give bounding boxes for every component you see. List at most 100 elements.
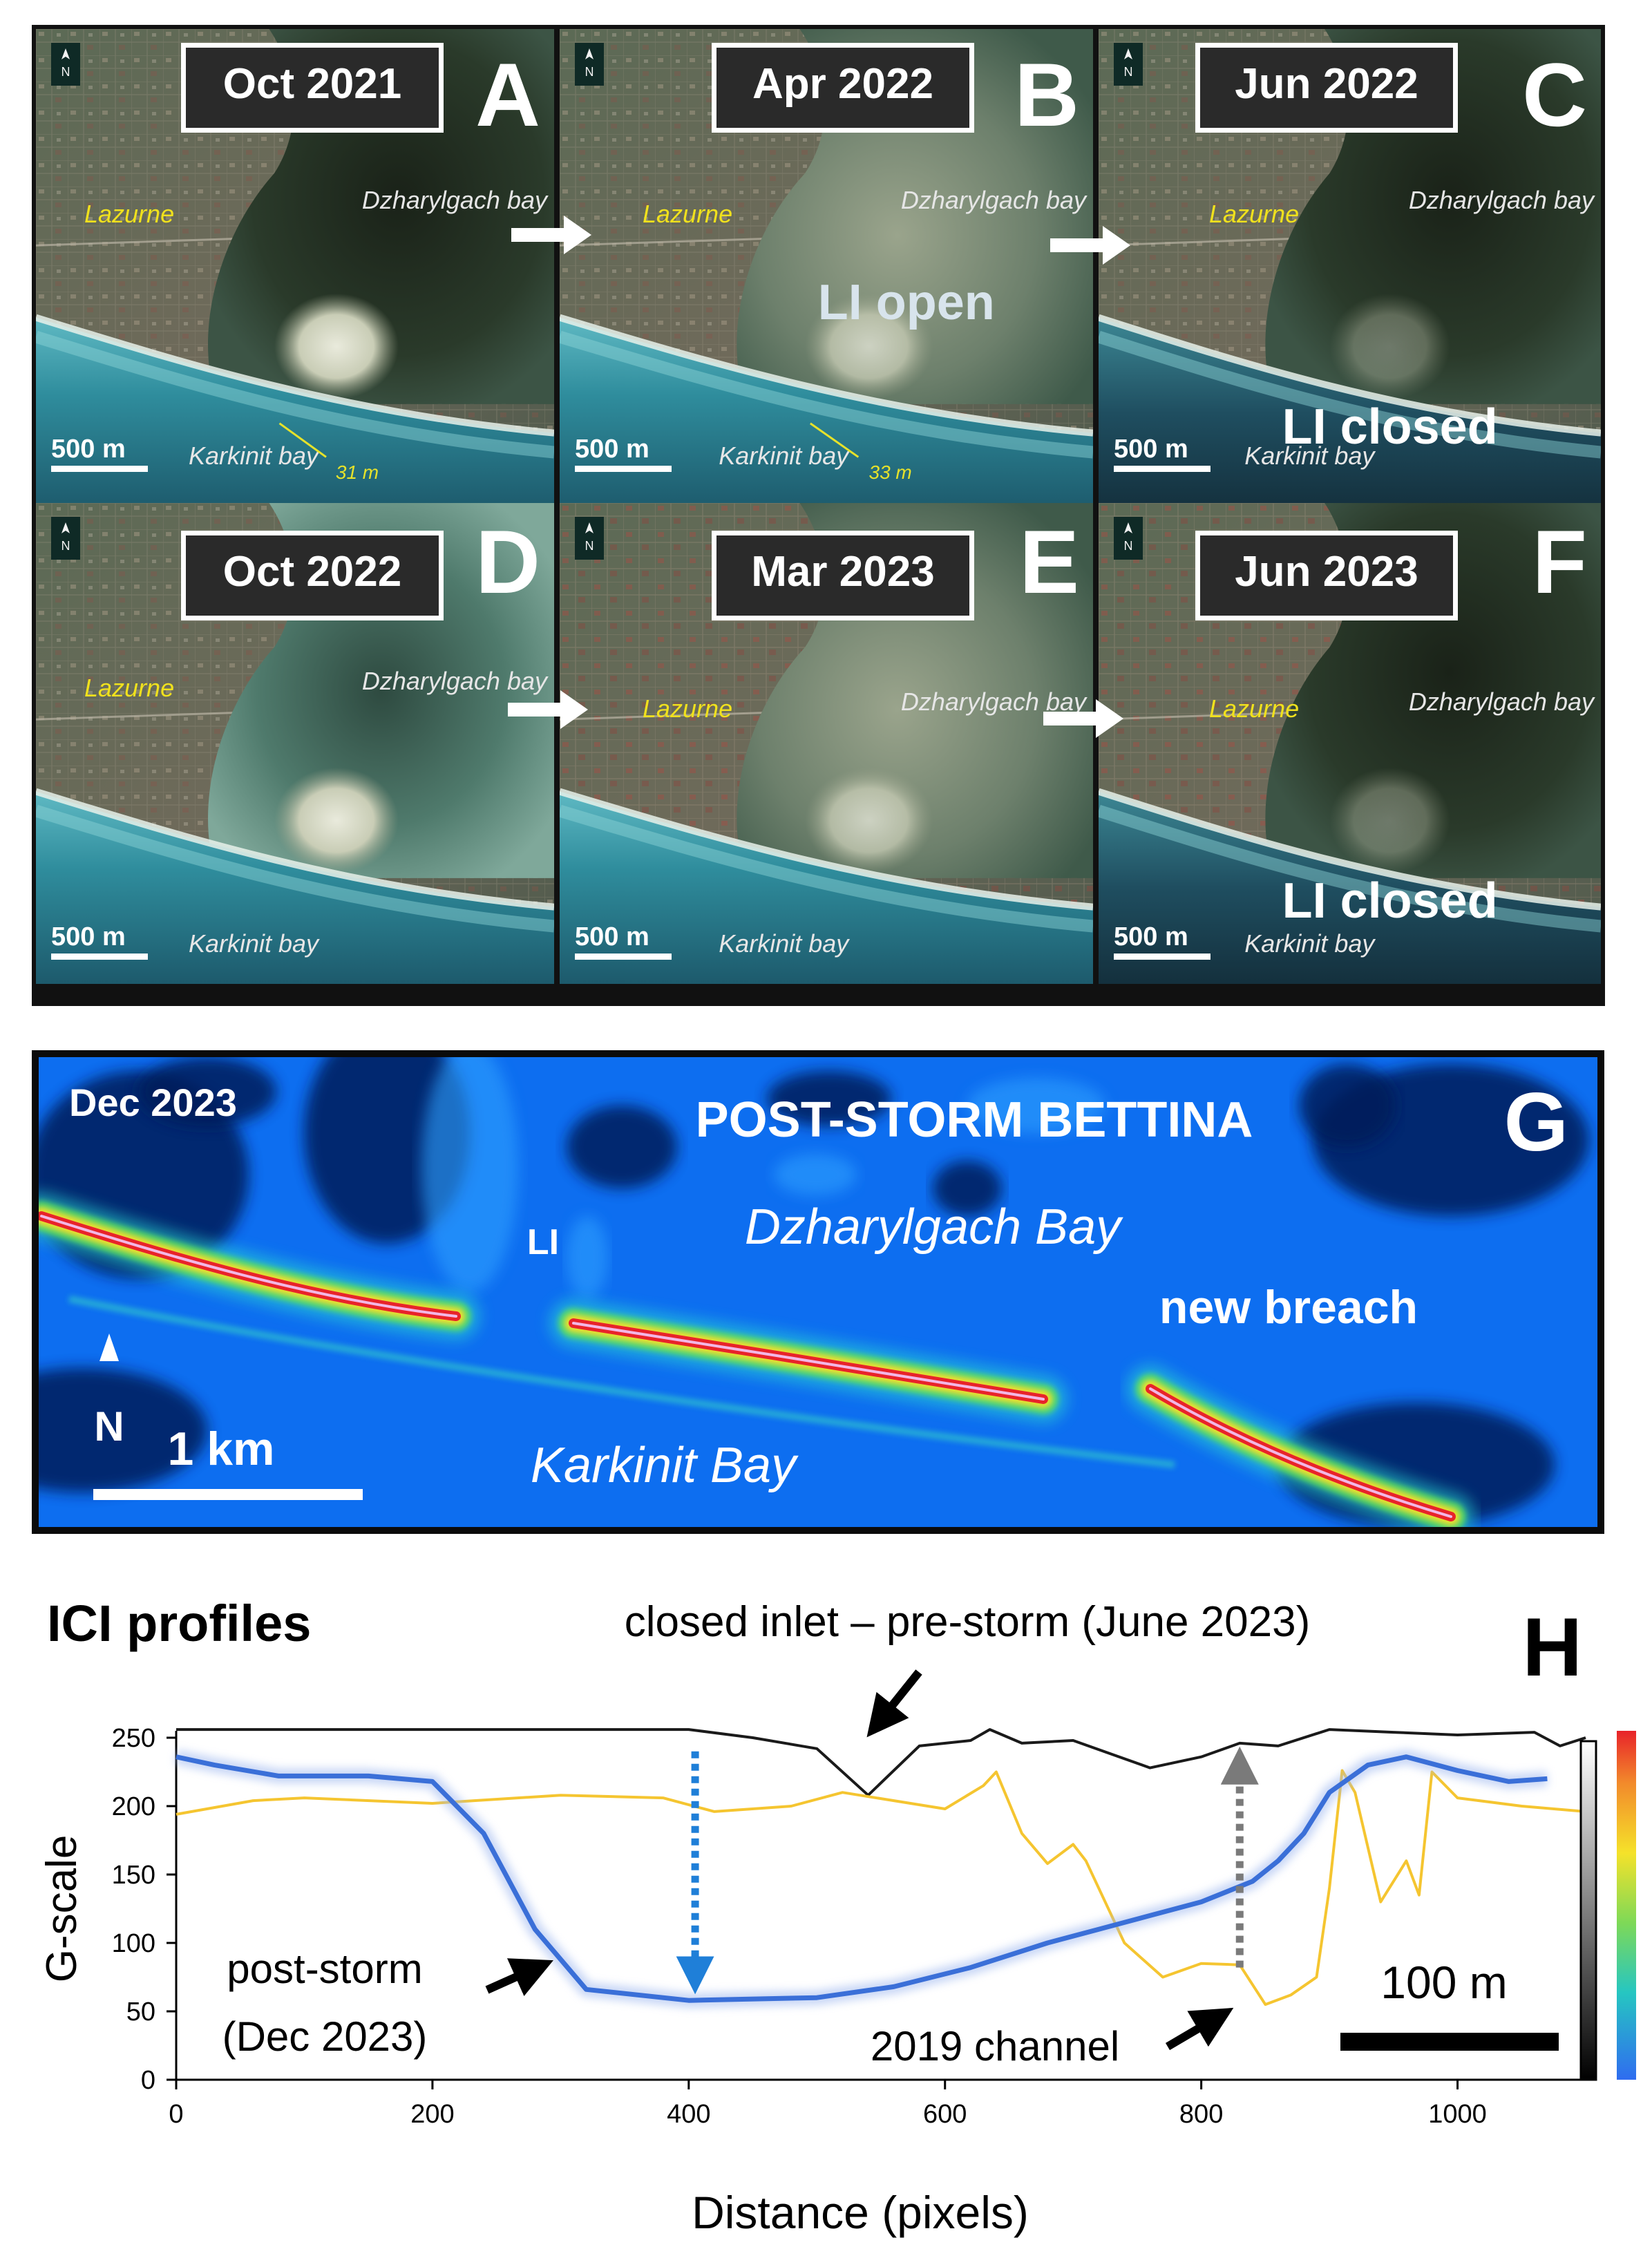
date-box (716, 535, 969, 616)
north-arrow: N (51, 43, 80, 86)
panel-letter: C (1522, 44, 1587, 145)
karkinit-bay-water (560, 791, 1093, 984)
panel-letter: D (475, 511, 540, 612)
panel-date: Mar 2023 (751, 548, 934, 596)
transition-arrow-4 (1043, 699, 1123, 738)
inlet-status-label: LI closed (1282, 873, 1498, 929)
north-bay-label: Dzharylgach bay (901, 687, 1088, 716)
satellite-panel-d: N Oct 2022 D Lazurne Dzharylgach bay Karkinit… (36, 503, 554, 984)
tidal-delta (274, 767, 399, 873)
town-label: Lazurne (84, 200, 174, 228)
south-bay-label: Karkinit bay (1244, 442, 1376, 470)
arrow-head (560, 690, 588, 729)
scale-label: 500 m (51, 922, 126, 951)
north-arrow-icon (1124, 522, 1132, 533)
inlet-width-label: 33 m (869, 462, 912, 483)
y-tick-label: 50 (126, 1998, 155, 2027)
scale-bar (51, 954, 148, 960)
north-bay-label: Dzharylgach bay (1409, 687, 1595, 716)
date-box (716, 48, 969, 128)
satellite-panel-f: N Jun 2023 F Lazurne Dzharylgach bay Karkinit… (1099, 503, 1601, 984)
beach-line (36, 788, 554, 911)
town-label: Lazurne (643, 200, 732, 228)
breach-label: new breach (1159, 1281, 1418, 1334)
north-bay-label: Dzharylgach bay (901, 186, 1088, 214)
mid-index-patch (774, 1154, 857, 1195)
y-tick-label: 0 (141, 2066, 155, 2095)
scale-bar (1114, 466, 1210, 472)
satellite-panel-grid: N Oct 2021 A Lazurne Dzharylgach bay Karkinit… (0, 0, 1652, 1012)
low-index-patch (39, 1368, 207, 1492)
panel-g-date: Dec 2023 (69, 1081, 237, 1124)
scale-bar (51, 466, 148, 472)
north-arrow-icon (1124, 48, 1132, 59)
north-bay-label: Dzharylgach bay (362, 186, 549, 214)
north-label: N (1124, 539, 1133, 553)
north-bay-label: Dzharylgach bay (362, 667, 549, 695)
panel-date: Jun 2023 (1235, 548, 1418, 596)
surf-zone (560, 330, 1093, 459)
series-2019-channel-line (175, 1769, 1586, 2006)
scale-label: 1 km (168, 1423, 275, 1475)
tidal-delta (805, 767, 933, 873)
transition-arrow-1 (511, 216, 591, 254)
satellite-panels-svg: N Oct 2021 A Lazurne Dzharylgach bay Karkinit… (32, 25, 1605, 1006)
x-tick-label: 600 (923, 2100, 967, 2129)
scale-label: 500 m (575, 435, 649, 464)
series-post-storm-line (175, 1754, 1548, 2003)
beach-line (560, 314, 1093, 437)
arrow-shaft (508, 703, 563, 717)
pre-storm-pointer-arrow (866, 1669, 922, 1738)
tidal-delta (805, 293, 933, 399)
north-label: N (1124, 65, 1133, 79)
town-label: Lazurne (643, 694, 732, 723)
north-bay-label: Dzharylgach Bay (745, 1199, 1123, 1255)
karkinit-bay-water (560, 317, 1093, 510)
beach-line (1099, 788, 1601, 911)
low-index-patch (138, 1057, 276, 1126)
surf-zone (1099, 804, 1601, 933)
beach-line (560, 788, 1093, 911)
scale-bar (93, 1489, 363, 1500)
surf-zone (560, 804, 1093, 933)
scale-bar (575, 466, 672, 472)
north-arrow: N (575, 517, 604, 560)
scale-bar (1340, 2033, 1559, 2051)
x-tick-label: 200 (410, 2100, 454, 2129)
chart-title: ICI profiles (47, 1595, 311, 1652)
town-label: Lazurne (84, 674, 174, 702)
tidal-delta (1329, 293, 1450, 399)
north-arrow-icon (61, 522, 70, 533)
y-tick-label: 250 (112, 1724, 155, 1753)
south-bay-label: Karkinit bay (1244, 929, 1376, 958)
north-arrow: N (51, 517, 80, 560)
arrow-head (1103, 226, 1130, 265)
post-storm-date-annotation: (Dec 2023) (222, 2013, 428, 2060)
arrow-shaft (511, 228, 567, 242)
inlet-status-label: LI closed (1282, 399, 1498, 455)
karkinit-bay-water (1099, 317, 1601, 510)
date-box (186, 535, 439, 616)
y-tick-label: 150 (112, 1861, 155, 1890)
north-label: N (61, 65, 70, 79)
arrow-head (564, 216, 591, 254)
scale-label: 500 m (575, 922, 649, 951)
scale-label: 500 m (1114, 922, 1188, 951)
x-tick-label: 1000 (1428, 2100, 1487, 2129)
inlet-status-label: LI open (818, 275, 995, 330)
arrow-head (1096, 699, 1123, 738)
tidal-delta (1329, 767, 1450, 873)
town-label: Lazurne (1209, 200, 1299, 228)
north-arrow: N (1114, 517, 1143, 560)
panel-date: Jun 2022 (1235, 60, 1418, 108)
town-label: Lazurne (1209, 694, 1299, 723)
ridge-west-peak (40, 1215, 457, 1318)
low-index-patch (933, 1161, 1002, 1216)
arrow-shaft (1050, 238, 1105, 252)
surf-zone (36, 330, 554, 459)
north-arrow-icon (585, 522, 594, 533)
post-storm-annotation: post-storm (227, 1946, 422, 1992)
north-label: N (585, 539, 594, 553)
panel-g-letter: G (1504, 1076, 1568, 1168)
